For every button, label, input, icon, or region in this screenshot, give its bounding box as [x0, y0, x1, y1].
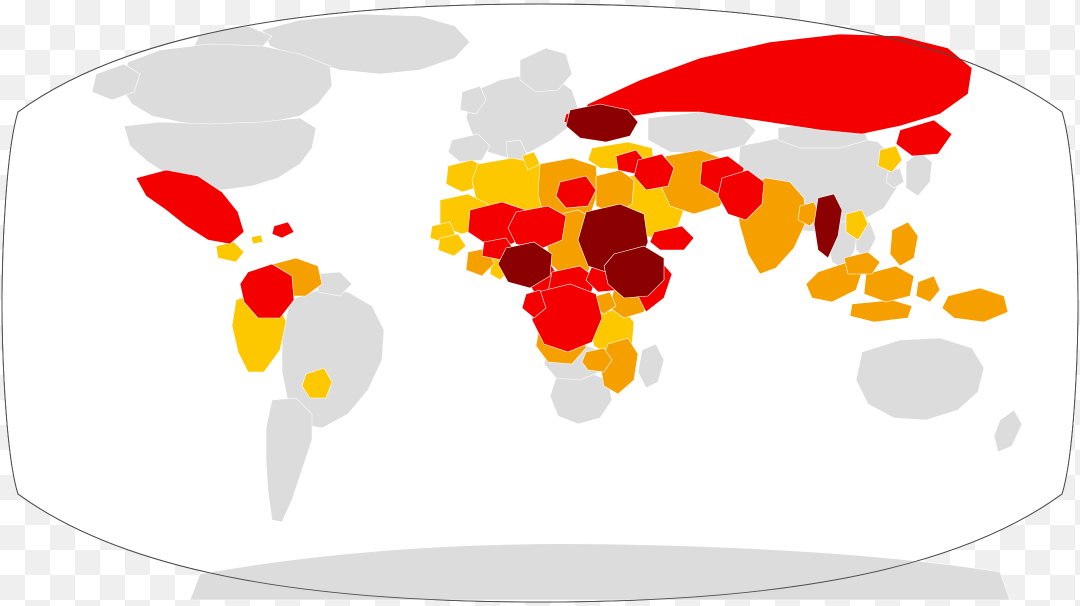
country-paraguay [301, 367, 333, 399]
continent-antarctica [189, 543, 1011, 601]
country-south-africa [549, 371, 613, 425]
country-congo-brazzaville [521, 289, 547, 319]
country-pakistan [717, 169, 765, 221]
class-very-high-group [497, 103, 843, 299]
country-myanmar [813, 193, 843, 259]
country-indonesia-borneo [863, 265, 915, 303]
country-haiti [271, 221, 295, 239]
country-zimbabwe [581, 347, 613, 373]
country-guyanas [315, 271, 353, 297]
country-scandinavia [519, 47, 573, 93]
country-iberia [447, 133, 491, 163]
projection-border [1, 3, 1079, 603]
country-ukraine [565, 103, 639, 143]
country-australia [855, 337, 985, 421]
country-jamaica [250, 234, 264, 245]
country-nigeria [497, 241, 553, 289]
country-niger [507, 205, 567, 251]
country-north-korea [877, 145, 903, 173]
country-canada [119, 43, 333, 127]
country-ethiopia [603, 245, 665, 299]
country-madagascar [637, 343, 665, 389]
country-indonesia-sulawesi [915, 275, 941, 303]
country-yemen [649, 225, 695, 251]
country-philippines [889, 221, 919, 267]
country-papua-new-guinea [941, 287, 1009, 323]
country-british-isles [459, 85, 487, 115]
country-argentina-chile [265, 397, 313, 523]
country-colombia [239, 263, 295, 319]
country-new-zealand [993, 409, 1023, 453]
country-iraq [633, 153, 675, 191]
country-alaska [91, 63, 141, 101]
country-dr-congo [531, 283, 603, 353]
country-guinea [437, 233, 467, 257]
country-korea-south [885, 167, 905, 189]
country-libya-south [555, 175, 597, 209]
country-laos [845, 209, 869, 241]
country-malaysia [843, 251, 881, 275]
country-mexico [135, 169, 245, 245]
